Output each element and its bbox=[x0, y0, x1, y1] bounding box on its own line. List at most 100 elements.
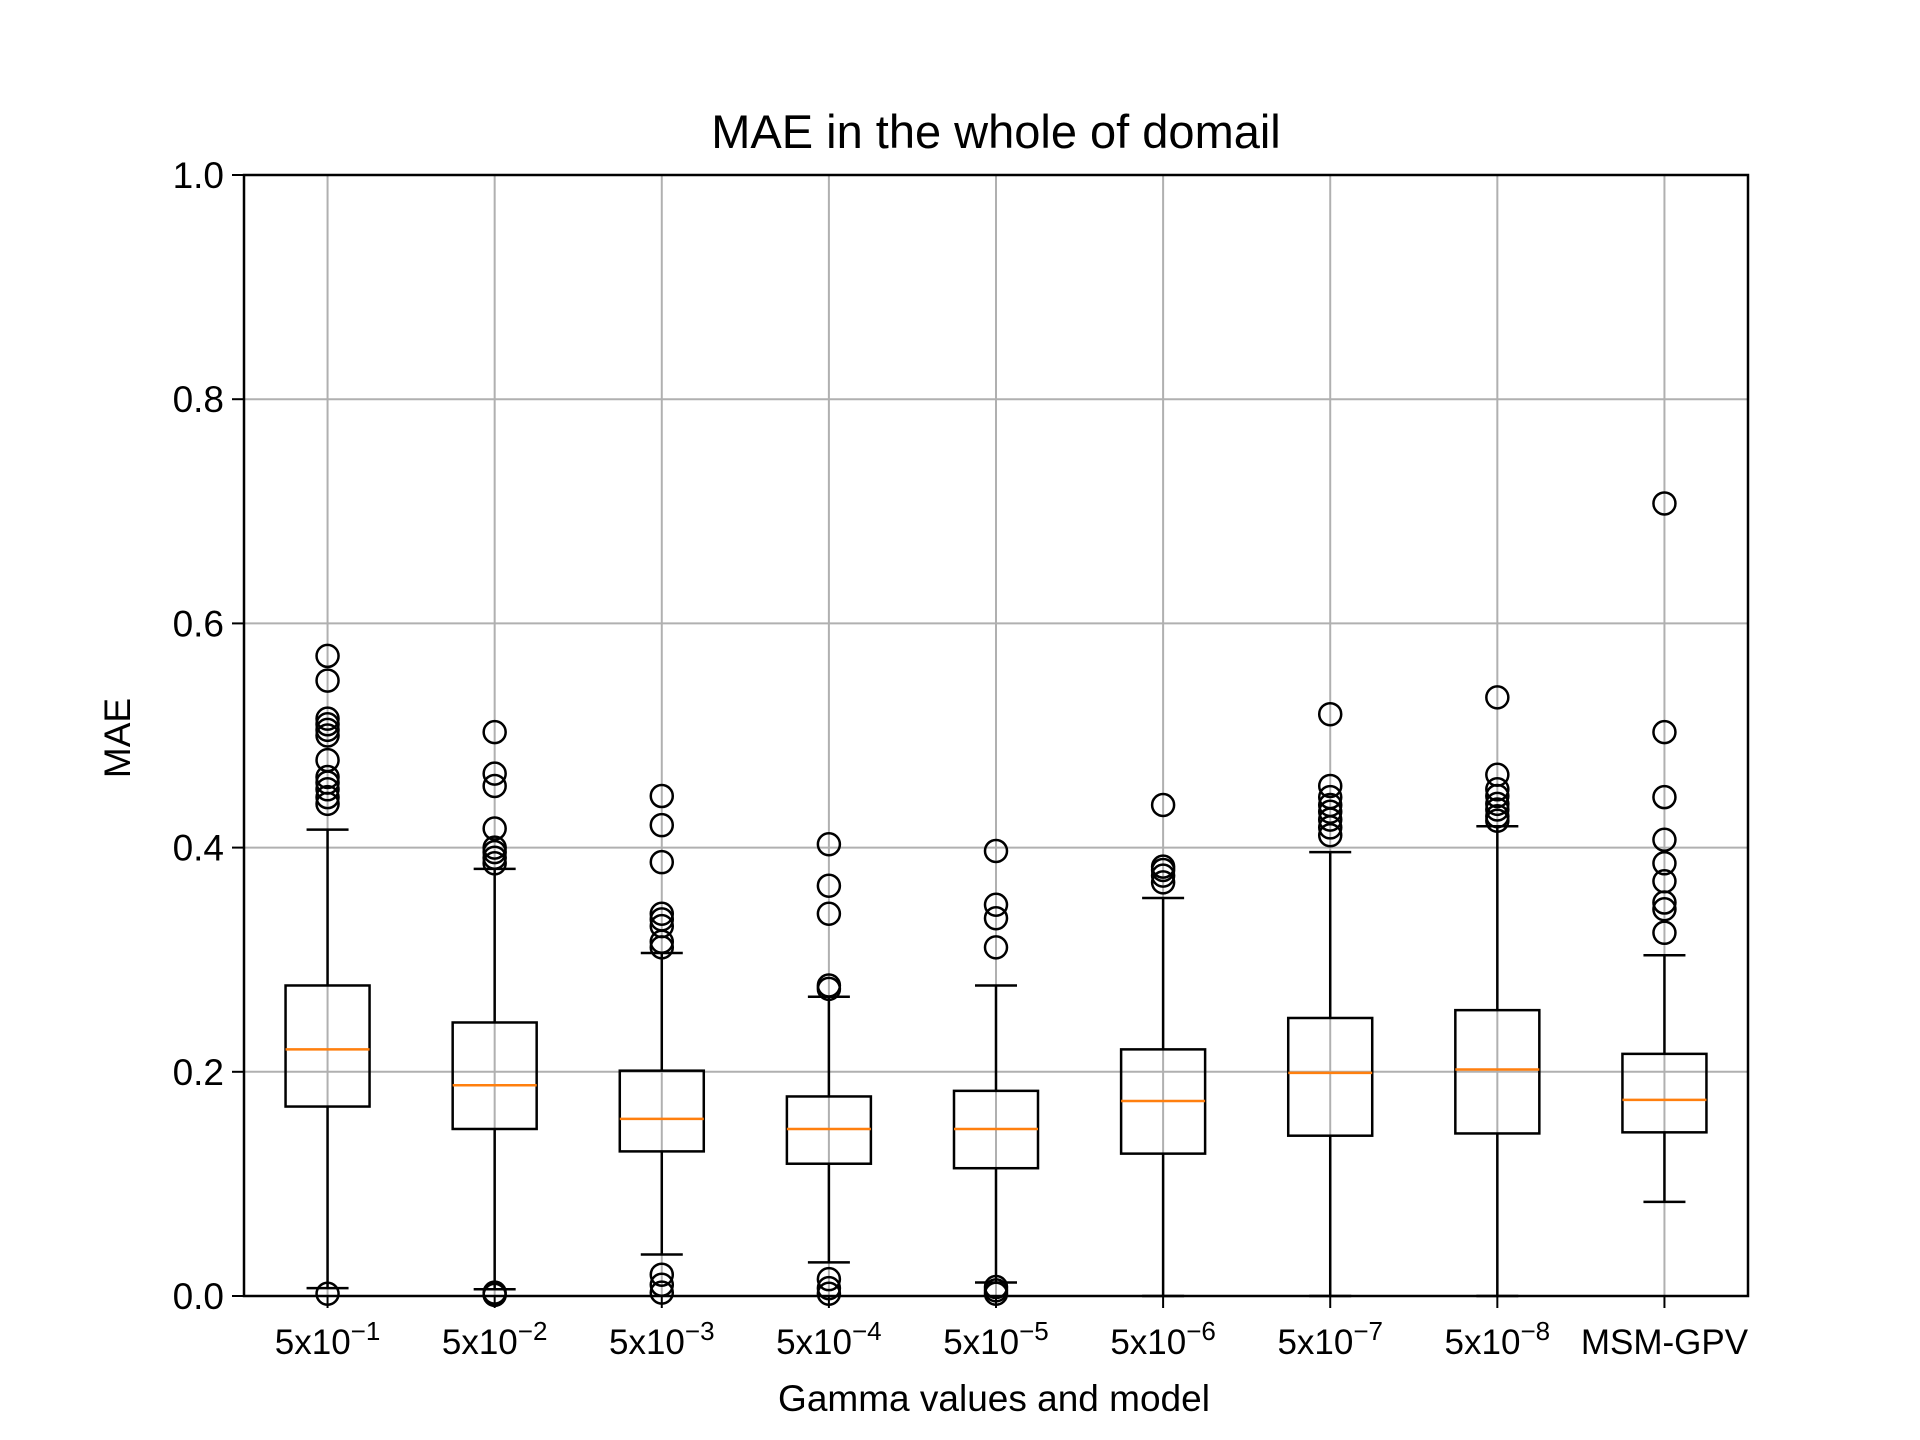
x-tick-label: 5x10−4 bbox=[776, 1316, 882, 1362]
iqr-box bbox=[618, 1069, 706, 1153]
outlier-point bbox=[482, 851, 507, 876]
x-tick-label: MSM-GPV bbox=[1581, 1323, 1749, 1362]
outlier-point bbox=[649, 812, 675, 838]
outlier-point bbox=[816, 973, 842, 998]
outlier-point bbox=[1317, 823, 1343, 848]
box-group bbox=[618, 783, 706, 1305]
y-tick-label: 0.8 bbox=[173, 379, 224, 420]
outlier-point bbox=[1652, 719, 1677, 745]
y-axis-label: MAE bbox=[97, 698, 138, 778]
outlier-point bbox=[1652, 784, 1677, 810]
x-tick-label: 5x10−7 bbox=[1277, 1316, 1383, 1362]
outlier-point bbox=[816, 831, 842, 857]
outlier-point bbox=[482, 835, 507, 860]
outlier-point bbox=[983, 838, 1009, 864]
outlier-point bbox=[649, 901, 675, 926]
outlier-point bbox=[1485, 685, 1510, 710]
outlier-point bbox=[315, 784, 340, 810]
outlier-point bbox=[649, 907, 675, 932]
x-tick-label-exponent: −6 bbox=[1186, 1316, 1216, 1346]
y-axis-ticks: 0.0 0.2 0.4 0.6 0.8 1.0 bbox=[173, 155, 244, 1317]
outlier-point bbox=[1485, 803, 1510, 829]
outlier-point bbox=[1317, 784, 1343, 810]
y-tick-label: 0.0 bbox=[173, 1276, 224, 1317]
box-group bbox=[451, 719, 538, 1308]
x-tick-label-exponent: −7 bbox=[1353, 1316, 1383, 1346]
outlier-point bbox=[983, 905, 1009, 931]
x-tick-label: 5x10−1 bbox=[275, 1316, 381, 1362]
outlier-point bbox=[315, 777, 340, 802]
outlier-point bbox=[1652, 868, 1677, 894]
outlier-point bbox=[482, 773, 507, 799]
iqr-box bbox=[1621, 1052, 1708, 1134]
iqr-box bbox=[451, 1021, 538, 1131]
outlier-point bbox=[1652, 920, 1677, 946]
box-group bbox=[952, 838, 1040, 1307]
box-series bbox=[284, 491, 1708, 1308]
outlier-point bbox=[1150, 870, 1176, 895]
outlier-point bbox=[1317, 799, 1343, 824]
outlier-point bbox=[816, 1266, 842, 1292]
outlier-point bbox=[649, 913, 675, 939]
outlier-point bbox=[649, 783, 675, 809]
y-tick-label: 0.4 bbox=[173, 828, 224, 869]
x-axis-label: Gamma values and model bbox=[778, 1378, 1210, 1419]
y-tick-label: 0.2 bbox=[173, 1052, 224, 1093]
outlier-point bbox=[482, 816, 507, 841]
outlier-point bbox=[482, 845, 507, 870]
outlier-point bbox=[1485, 762, 1510, 787]
x-tick-label-exponent: −4 bbox=[852, 1316, 882, 1346]
x-tick-label-exponent: −2 bbox=[518, 1316, 548, 1346]
x-tick-label-exponent: −3 bbox=[685, 1316, 715, 1346]
x-tick-label-base: 5x10 bbox=[1110, 1323, 1186, 1362]
outlier-point bbox=[649, 1262, 675, 1287]
outlier-point bbox=[1150, 792, 1176, 818]
outlier-point bbox=[649, 849, 675, 875]
box-group bbox=[284, 643, 371, 1307]
iqr-box bbox=[1286, 1016, 1374, 1137]
x-tick-label-base: 5x10 bbox=[275, 1323, 351, 1362]
box-group bbox=[1119, 792, 1207, 1298]
outlier-point bbox=[1485, 797, 1510, 822]
outlier-point bbox=[1150, 863, 1176, 888]
x-tick-label-exponent: −1 bbox=[351, 1316, 381, 1346]
x-tick-label: 5x10−8 bbox=[1445, 1316, 1551, 1362]
outlier-point bbox=[816, 901, 842, 926]
x-tick-label-exponent: −8 bbox=[1520, 1316, 1550, 1346]
x-tick-label-base: 5x10 bbox=[1277, 1323, 1353, 1362]
outlier-point bbox=[315, 717, 340, 743]
outlier-point bbox=[315, 706, 340, 731]
outlier-point bbox=[315, 764, 340, 790]
x-tick-label: 5x10−2 bbox=[442, 1316, 548, 1362]
outlier-point bbox=[1485, 791, 1510, 817]
outlier-point bbox=[315, 668, 340, 693]
iqr-box bbox=[284, 984, 371, 1108]
box-group bbox=[1454, 685, 1541, 1298]
x-tick-label-base: 5x10 bbox=[442, 1323, 518, 1362]
outlier-point bbox=[816, 873, 842, 898]
iqr-box bbox=[1454, 1008, 1541, 1135]
box-group bbox=[785, 831, 873, 1307]
outlier-point bbox=[315, 643, 340, 669]
x-tick-label-base: MSM-GPV bbox=[1581, 1323, 1749, 1362]
outlier-point bbox=[482, 761, 507, 786]
outlier-point bbox=[1485, 777, 1510, 802]
outlier-point bbox=[983, 935, 1009, 960]
outlier-point bbox=[1317, 701, 1343, 727]
outlier-point bbox=[482, 719, 507, 745]
outlier-point bbox=[315, 747, 340, 773]
y-tick-label: 0.6 bbox=[173, 603, 224, 644]
x-tick-label-base: 5x10 bbox=[1445, 1323, 1521, 1362]
outlier-point bbox=[1652, 851, 1677, 876]
x-tick-label: 5x10−5 bbox=[943, 1316, 1049, 1362]
outlier-point bbox=[1652, 897, 1677, 922]
outlier-point bbox=[1652, 491, 1677, 516]
x-tick-label: 5x10−3 bbox=[609, 1316, 715, 1362]
x-tick-label-base: 5x10 bbox=[776, 1323, 852, 1362]
outlier-point bbox=[1317, 773, 1343, 799]
outlier-point bbox=[315, 723, 340, 748]
x-tick-label-exponent: −5 bbox=[1019, 1316, 1049, 1346]
chart-title: MAE in the whole of domail bbox=[711, 105, 1281, 158]
